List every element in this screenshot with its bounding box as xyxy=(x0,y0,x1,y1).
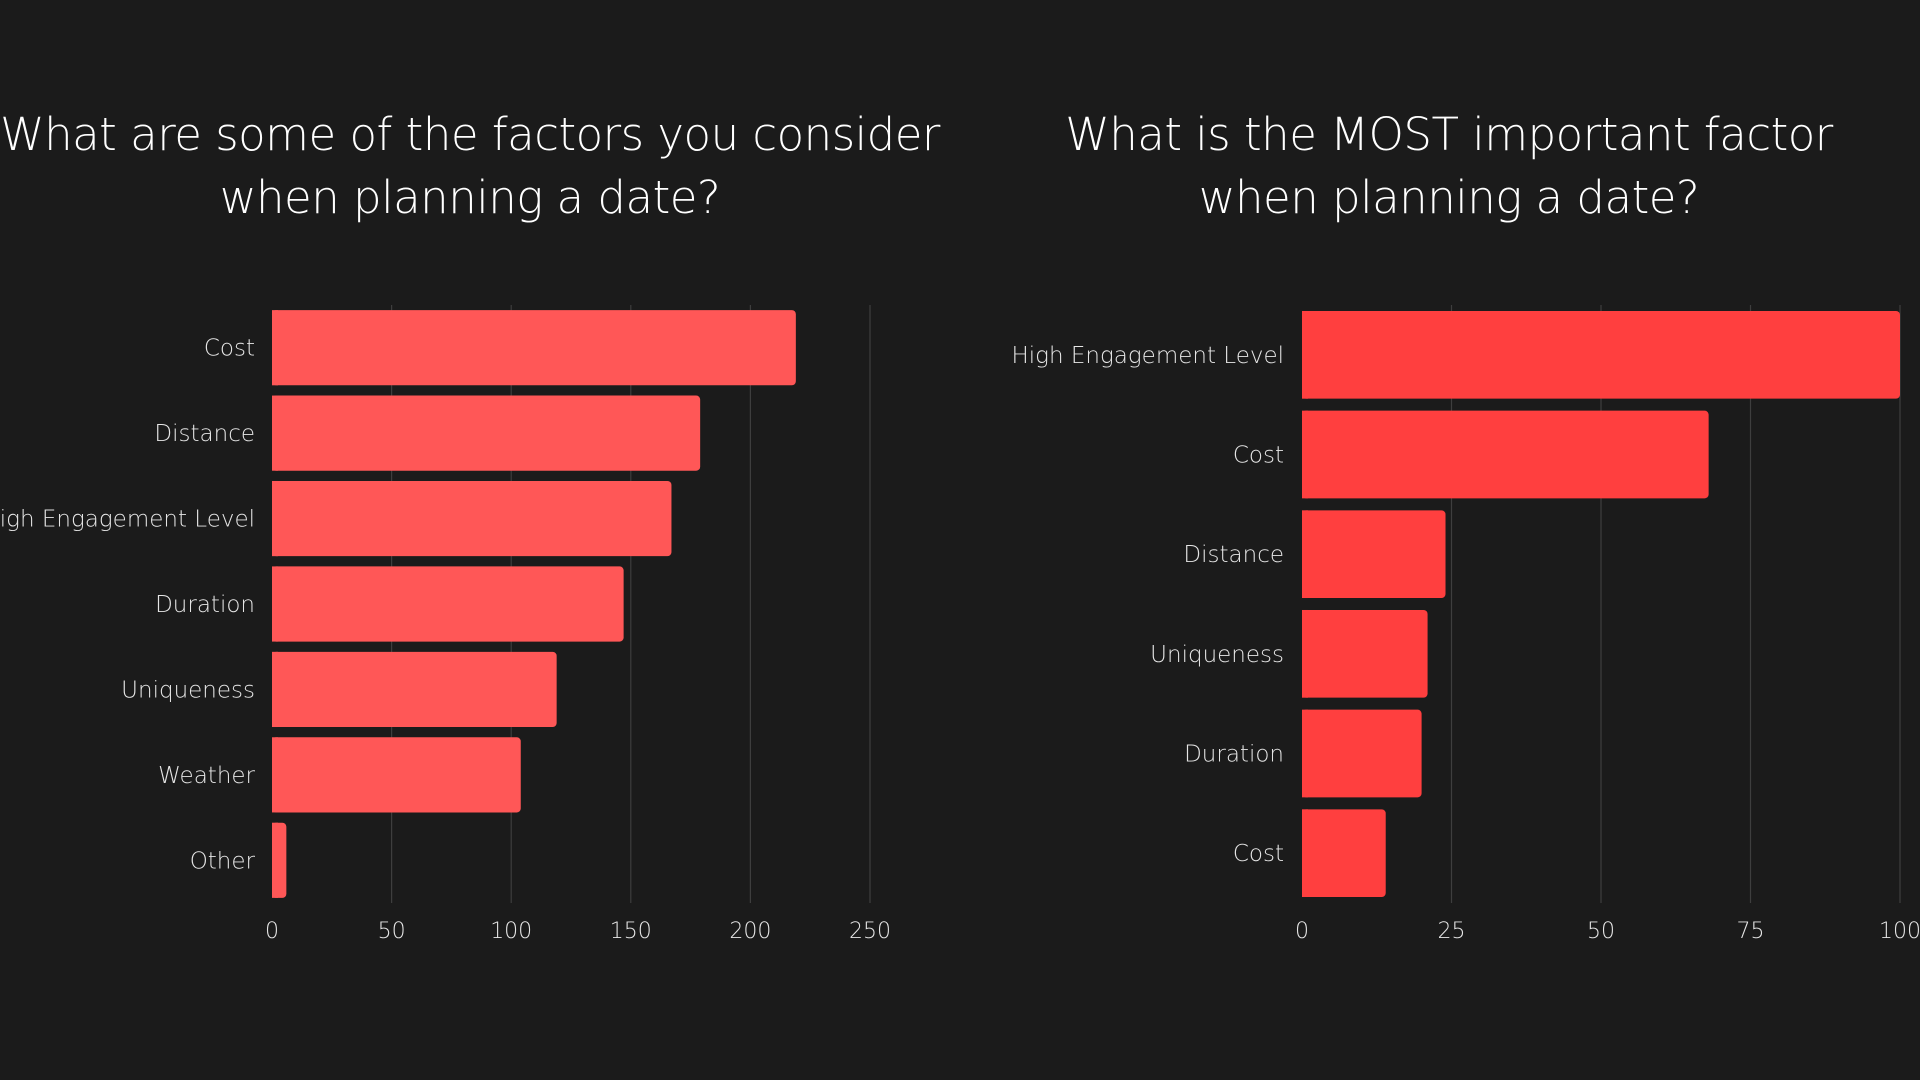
left-bar-base-2 xyxy=(272,480,278,557)
right-category-label-3: Uniqueness xyxy=(1150,642,1284,668)
left-category-label-4: Uniqueness xyxy=(121,677,255,703)
left-bar-base-0 xyxy=(272,310,278,386)
left-x-tick-label-2: 100 xyxy=(490,919,532,944)
right-category-label-0: High Engagement Level xyxy=(1011,343,1284,369)
right-category-label-5: Cost xyxy=(1233,841,1284,867)
left-bar-1 xyxy=(272,395,701,471)
right-category-label-1: Cost xyxy=(1233,443,1284,469)
right-x-tick-label-3: 75 xyxy=(1737,919,1765,944)
left-category-label-3: Duration xyxy=(155,592,255,618)
right-category-label-4: Duration xyxy=(1184,742,1284,768)
left-bar-base-6 xyxy=(272,822,278,898)
left-bar-4 xyxy=(272,651,557,728)
chart-title-right: What is the MOST important factor when p… xyxy=(1065,108,1833,224)
left-category-label-6: Other xyxy=(190,848,256,874)
right-bar-base-5 xyxy=(1302,809,1308,898)
right-x-tick-label-0: 0 xyxy=(1295,919,1309,944)
right-bar-1 xyxy=(1302,410,1709,499)
right-x-tick-label-2: 50 xyxy=(1587,919,1615,944)
left-bar-3 xyxy=(272,566,624,642)
left-x-tick-label-0: 0 xyxy=(265,919,279,944)
right-bar-4 xyxy=(1302,709,1422,798)
left-bar-base-1 xyxy=(272,395,278,471)
left-x-tick-label-3: 150 xyxy=(610,919,652,944)
left-bar-5 xyxy=(272,737,521,813)
right-bar-3 xyxy=(1302,609,1428,698)
left-category-label-2: High Engagement Level xyxy=(0,507,255,533)
left-bar-base-3 xyxy=(272,566,278,642)
right-category-label-2: Distance xyxy=(1183,542,1284,568)
right-x-tick-label-4: 100 xyxy=(1879,919,1920,944)
chart-title-left: What are some of the factors you conside… xyxy=(0,108,940,224)
right-bar-2 xyxy=(1302,510,1446,599)
right-bar-0 xyxy=(1302,310,1900,399)
right-bar-5 xyxy=(1302,809,1386,898)
left-bar-0 xyxy=(272,310,796,386)
left-x-tick-label-1: 50 xyxy=(378,919,406,944)
right-bar-base-3 xyxy=(1302,609,1308,698)
left-bar-base-5 xyxy=(272,737,278,813)
left-x-tick-label-5: 250 xyxy=(849,919,891,944)
right-bar-base-4 xyxy=(1302,709,1308,798)
right-bar-base-2 xyxy=(1302,510,1308,599)
left-category-label-1: Distance xyxy=(154,421,255,447)
left-x-tick-label-4: 200 xyxy=(729,919,771,944)
left-bar-2 xyxy=(272,480,672,557)
right-bar-base-0 xyxy=(1302,310,1308,399)
right-x-tick-label-1: 25 xyxy=(1438,919,1466,944)
left-category-label-0: Cost xyxy=(204,336,255,362)
left-category-label-5: Weather xyxy=(158,763,255,789)
right-bar-base-1 xyxy=(1302,410,1308,499)
left-bar-base-4 xyxy=(272,651,278,728)
